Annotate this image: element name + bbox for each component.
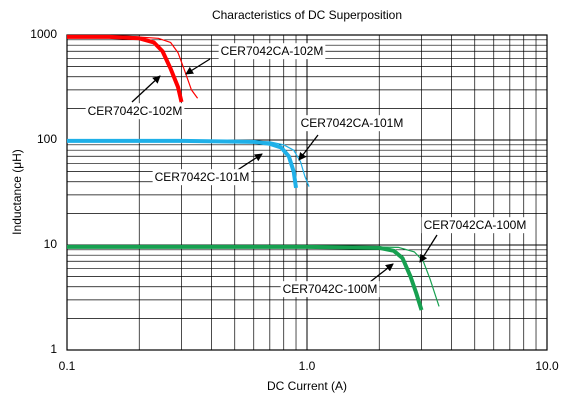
x-tick-label: 0.1 bbox=[59, 359, 76, 373]
series-line bbox=[67, 245, 440, 307]
annotation-label: CER7042CA-101M bbox=[301, 116, 404, 130]
x-axis-label: DC Current (A) bbox=[267, 379, 347, 393]
annotation-arrow bbox=[131, 75, 161, 103]
annotation-background bbox=[152, 169, 252, 186]
series-line bbox=[67, 244, 424, 311]
y-axis-label: Inductance (μH) bbox=[10, 149, 24, 235]
annotation-arrow bbox=[298, 134, 319, 161]
chart-title: Characteristics of DC Superposition bbox=[212, 8, 402, 22]
annotation-label: CER7042C-101M bbox=[155, 170, 250, 184]
annotation-arrow bbox=[419, 234, 438, 263]
x-tick-label: 1.0 bbox=[299, 359, 316, 373]
annotation-label: CER7042CA-100M bbox=[424, 218, 527, 232]
annotation-background bbox=[85, 103, 185, 120]
plot-frame bbox=[66, 34, 548, 351]
annotation-background bbox=[280, 281, 380, 298]
annotation-label: CER7042C-100M bbox=[283, 282, 378, 296]
y-tick-label: 1 bbox=[50, 342, 57, 356]
annotation-background bbox=[218, 43, 326, 60]
y-tick-label: 1000 bbox=[30, 27, 57, 41]
series-line bbox=[67, 34, 184, 103]
annotation-arrow bbox=[369, 263, 394, 283]
y-tick-label: 100 bbox=[37, 132, 57, 146]
series-line bbox=[66, 35, 199, 99]
annotation-label: CER7042CA-102M bbox=[221, 44, 324, 58]
x-tick-label: 10.0 bbox=[535, 359, 559, 373]
series-line bbox=[67, 139, 310, 187]
y-tick-label: 10 bbox=[44, 237, 58, 251]
series-line bbox=[67, 138, 298, 189]
annotation-background bbox=[421, 217, 529, 234]
annotation-arrow bbox=[185, 58, 211, 75]
annotation-label: CER7042C-102M bbox=[88, 104, 183, 118]
annotation-arrow bbox=[235, 153, 263, 172]
annotation-background bbox=[298, 115, 406, 132]
